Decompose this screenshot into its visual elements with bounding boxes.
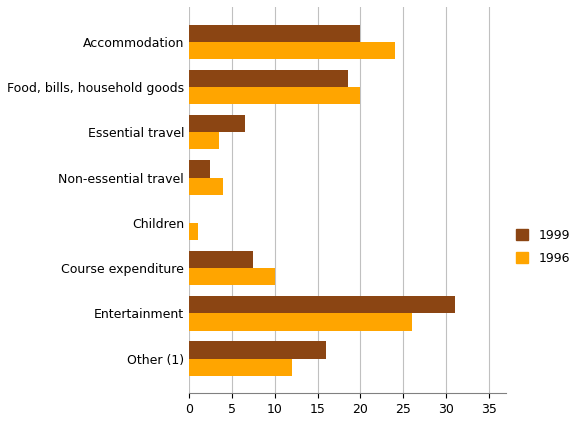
Bar [189, 178, 223, 195]
Bar [189, 132, 219, 149]
Legend: 1999, 1996: 1999, 1996 [516, 228, 570, 264]
Bar [189, 341, 326, 359]
Bar [189, 42, 395, 59]
Bar [189, 251, 253, 268]
Bar [189, 87, 361, 104]
Bar [189, 359, 292, 376]
Bar [189, 25, 361, 42]
Bar [189, 313, 412, 330]
Bar [189, 115, 244, 132]
Bar [189, 296, 455, 313]
Bar [189, 223, 198, 240]
Bar [189, 160, 210, 178]
Bar [189, 268, 275, 285]
Bar [189, 70, 347, 87]
